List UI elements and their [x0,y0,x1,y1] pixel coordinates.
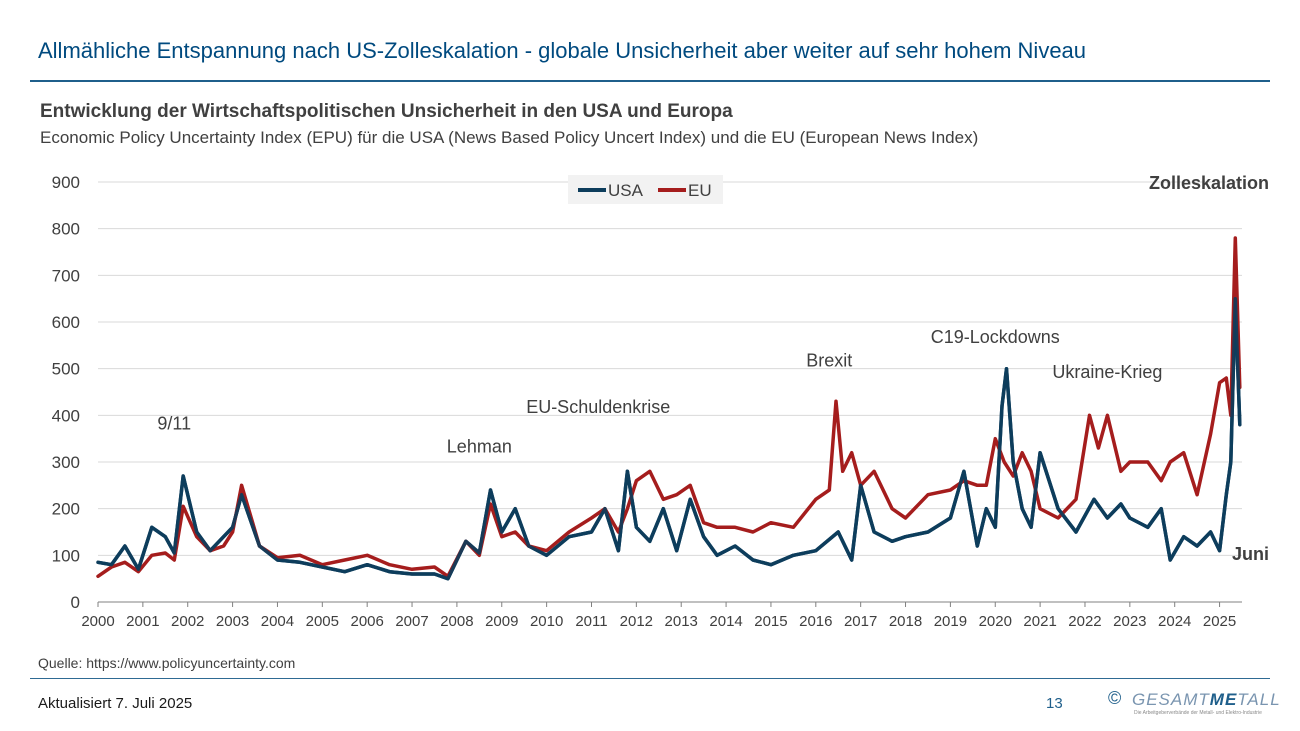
x-tick-label: 2014 [709,613,742,630]
x-tick-label: 2012 [620,613,653,630]
x-tick-label: 2003 [216,613,249,630]
updated-date: Aktualisiert 7. Juli 2025 [38,695,193,712]
y-tick-label: 0 [71,593,80,612]
x-tick-label: 2005 [306,613,339,630]
source-note: Quelle: https://www.policyuncertainty.co… [38,655,296,671]
annotation-label: Ukraine-Krieg [1052,362,1162,382]
logo-wordmark-a: GESAMT [1132,690,1210,709]
logo-wordmark: GESAMTMETALL [1132,690,1281,710]
x-tick-label: 2022 [1068,613,1101,630]
annotation-label: Zolleskalation [1149,173,1269,193]
footer-divider [30,678,1270,679]
y-tick-label: 900 [52,173,80,192]
y-tick-label: 200 [52,500,80,519]
x-tick-label: 2008 [440,613,473,630]
x-tick-label: 2002 [171,613,204,630]
annotation-label: Brexit [806,350,852,370]
annotation-label: C19-Lockdowns [931,327,1060,347]
x-tick-label: 2009 [485,613,518,630]
series-line-usa [96,296,1242,581]
y-tick-label: 100 [52,546,80,565]
title-divider [30,80,1270,82]
x-tick-label: 2006 [350,613,383,630]
x-tick-label: 2015 [754,613,787,630]
x-tick-label: 2004 [261,613,294,630]
annotation-label: Juni [1232,544,1269,564]
logo-tagline: Die Arbeitgeberverbände der Metall- und … [1134,710,1262,716]
y-tick-label: 300 [52,453,80,472]
x-tick-label: 2025 [1203,613,1236,630]
y-tick-label: 600 [52,313,80,332]
logo-wordmark-b: ME [1209,690,1238,709]
annotation-label: 9/11 [157,413,191,433]
legend-label-usa: USA [608,181,644,200]
page-number: 13 [1046,695,1063,712]
x-tick-label: 2011 [575,613,607,630]
gesamtmetall-logo: © GESAMTMETALL Die Arbeitgeberverbände d… [1108,688,1281,724]
series-line-usa-overlay [97,296,1242,581]
y-tick-label: 800 [52,220,80,239]
x-tick-label: 2017 [844,613,877,630]
annotation-label: Lehman [447,437,512,457]
x-tick-label: 2020 [979,613,1012,630]
x-tick-label: 2001 [126,613,159,630]
x-tick-label: 2019 [934,613,967,630]
x-tick-label: 2024 [1158,613,1191,630]
slide-title: Allmähliche Entspannung nach US-Zolleska… [38,38,1087,63]
x-tick-label: 2010 [530,613,563,630]
x-tick-label: 2007 [395,613,428,630]
x-tick-label: 2013 [665,613,698,630]
copyright-icon: © [1108,688,1122,708]
x-tick-label: 2000 [81,613,114,630]
chart-subtitle: Economic Policy Uncertainty Index (EPU) … [40,128,979,147]
y-tick-label: 700 [52,266,80,285]
chart-title: Entwicklung der Wirtschaftspolitischen U… [40,101,733,122]
x-tick-label: 2023 [1113,613,1146,630]
logo-wordmark-c: TALL [1237,690,1281,709]
x-tick-label: 2018 [889,613,922,630]
y-tick-label: 400 [52,406,80,425]
y-tick-label: 500 [52,360,80,379]
x-tick-label: 2021 [1023,613,1056,630]
legend-label-eu: EU [688,181,712,200]
annotation-label: EU-Schuldenkrise [526,397,670,417]
x-tick-label: 2016 [799,613,832,630]
